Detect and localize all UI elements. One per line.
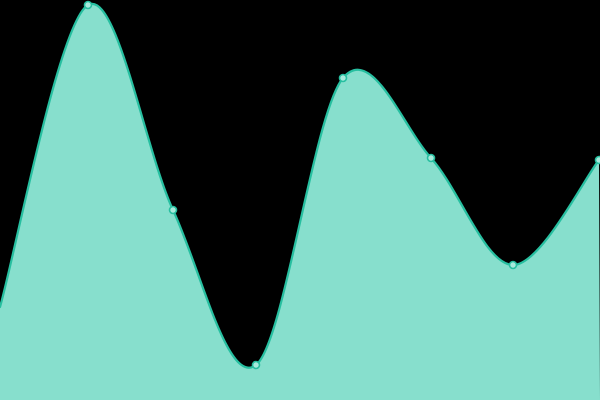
area-fill-path	[0, 3, 600, 400]
data-point-marker	[508, 260, 518, 270]
data-point-markers	[83, 0, 600, 370]
data-point-marker	[83, 0, 93, 10]
data-point-marker	[338, 73, 348, 83]
data-point-marker	[594, 155, 600, 165]
data-point-marker	[168, 205, 178, 215]
data-point-marker	[251, 360, 261, 370]
data-point-marker	[426, 153, 436, 163]
